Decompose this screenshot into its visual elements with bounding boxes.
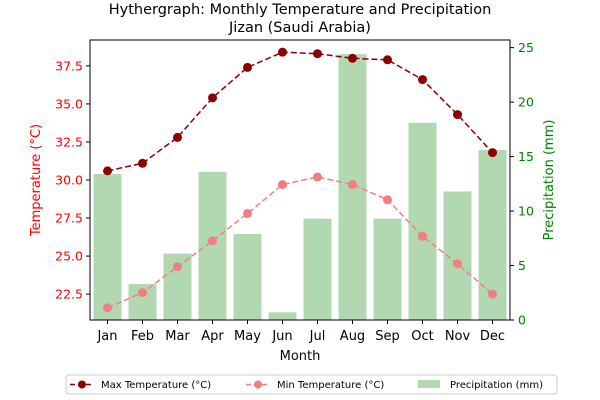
y-right-tick-label: 25 bbox=[518, 40, 534, 55]
max-temperature-point-sep bbox=[383, 55, 392, 65]
x-tick-label: Mar bbox=[165, 329, 190, 344]
x-tick-label: Sep bbox=[375, 329, 400, 344]
y-right-tick-label: 15 bbox=[518, 149, 534, 164]
min-temperature-point-dec bbox=[488, 289, 497, 299]
temperature-lines bbox=[103, 47, 497, 313]
chart-subtitle: Jizan (Saudi Arabia) bbox=[228, 20, 371, 36]
legend-min-marker bbox=[254, 380, 262, 389]
min-temperature-point-jul bbox=[313, 172, 322, 182]
x-tick-label: Apr bbox=[201, 329, 224, 344]
x-tick-label: Dec bbox=[480, 329, 505, 344]
y-left-tick-label: 25.0 bbox=[55, 249, 83, 264]
precipitation-bar-may bbox=[233, 233, 262, 320]
y-right-tick-label: 0 bbox=[518, 313, 526, 328]
y-right-tick-label: 20 bbox=[518, 95, 534, 110]
y-axis-right-label: Precipitation (mm) bbox=[542, 120, 557, 241]
precipitation-bar-oct bbox=[408, 122, 437, 320]
y-left-tick-label: 37.5 bbox=[55, 58, 83, 73]
y-left-tick-label: 22.5 bbox=[55, 287, 83, 302]
precipitation-bars bbox=[93, 54, 507, 320]
min-temperature-line bbox=[107, 176, 493, 309]
x-tick-label: Jun bbox=[271, 329, 292, 344]
y-left-tick-label: 32.5 bbox=[55, 134, 83, 149]
min-temperature-point-jun bbox=[278, 180, 287, 190]
max-temperature-point-oct bbox=[418, 75, 427, 85]
legend-min-label: Min Temperature (°C) bbox=[277, 380, 384, 391]
precipitation-bar-jan bbox=[93, 174, 122, 320]
y-axis-right: 0 5 10 15 20 25 bbox=[510, 40, 534, 328]
chart-title: Hythergraph: Monthly Temperature and Pre… bbox=[109, 2, 492, 18]
min-temperature-point-sep bbox=[383, 195, 392, 205]
precipitation-bar-apr bbox=[198, 171, 227, 320]
min-temperature-point-nov bbox=[453, 259, 462, 269]
x-tick-label: Jan bbox=[96, 329, 117, 344]
x-tick-label: Oct bbox=[411, 329, 433, 344]
max-temperature-point-may bbox=[243, 62, 252, 72]
max-temperature-line bbox=[107, 51, 494, 172]
y-left-tick-label: 35.0 bbox=[55, 96, 83, 111]
precipitation-bar-jul bbox=[303, 218, 332, 320]
x-axis: Jan Feb Mar Apr May Jun Jul Aug Sep Oct Nov Dec bbox=[96, 320, 505, 344]
min-temperature-point-may bbox=[243, 208, 252, 218]
y-left-tick-label: 30.0 bbox=[55, 173, 83, 188]
precipitation-bar-sep bbox=[373, 218, 402, 320]
legend-precip-label: Precipitation (mm) bbox=[450, 380, 543, 391]
max-temperature-point-nov bbox=[453, 110, 462, 120]
min-temperature-point-oct bbox=[418, 231, 427, 241]
legend-max-marker bbox=[78, 380, 86, 389]
y-right-tick-label: 5 bbox=[518, 258, 526, 273]
x-tick-label: Feb bbox=[131, 329, 154, 344]
x-tick-label: Jul bbox=[309, 329, 326, 344]
y-axis-left: 22.5 25.0 27.5 30.0 32.5 35.0 37.5 bbox=[55, 58, 90, 302]
y-left-tick-label: 27.5 bbox=[55, 211, 83, 226]
y-axis-left-label: Temperature (°C) bbox=[29, 124, 44, 237]
x-tick-label: Aug bbox=[340, 329, 365, 344]
x-tick-label: May bbox=[234, 329, 261, 344]
max-temperature-point-feb bbox=[138, 158, 147, 168]
min-temperature-point-aug bbox=[348, 180, 357, 190]
max-temperature-point-jan bbox=[103, 166, 112, 176]
precipitation-bar-jun bbox=[268, 312, 297, 320]
max-temperature-point-jun bbox=[278, 47, 287, 57]
legend-box bbox=[65, 374, 558, 395]
max-temperature-point-jul bbox=[313, 49, 322, 59]
legend-precip-swatch bbox=[418, 380, 440, 388]
max-temperature-point-dec bbox=[488, 148, 497, 158]
max-temperature-point-mar bbox=[173, 132, 182, 142]
legend-max-label: Max Temperature (°C) bbox=[101, 380, 211, 391]
min-temperature-point-apr bbox=[208, 236, 217, 246]
max-temperature-point-aug bbox=[348, 53, 357, 63]
min-temperature-point-jan bbox=[103, 303, 112, 313]
min-temperature-point-feb bbox=[138, 288, 147, 298]
max-temperature-point-apr bbox=[208, 93, 217, 103]
x-axis-label: Month bbox=[280, 349, 321, 364]
min-temperature-point-mar bbox=[173, 262, 182, 272]
legend: Max Temperature (°C) Min Temperature (°C… bbox=[65, 374, 558, 395]
y-right-tick-label: 10 bbox=[518, 204, 534, 219]
x-tick-label: Nov bbox=[445, 329, 471, 344]
